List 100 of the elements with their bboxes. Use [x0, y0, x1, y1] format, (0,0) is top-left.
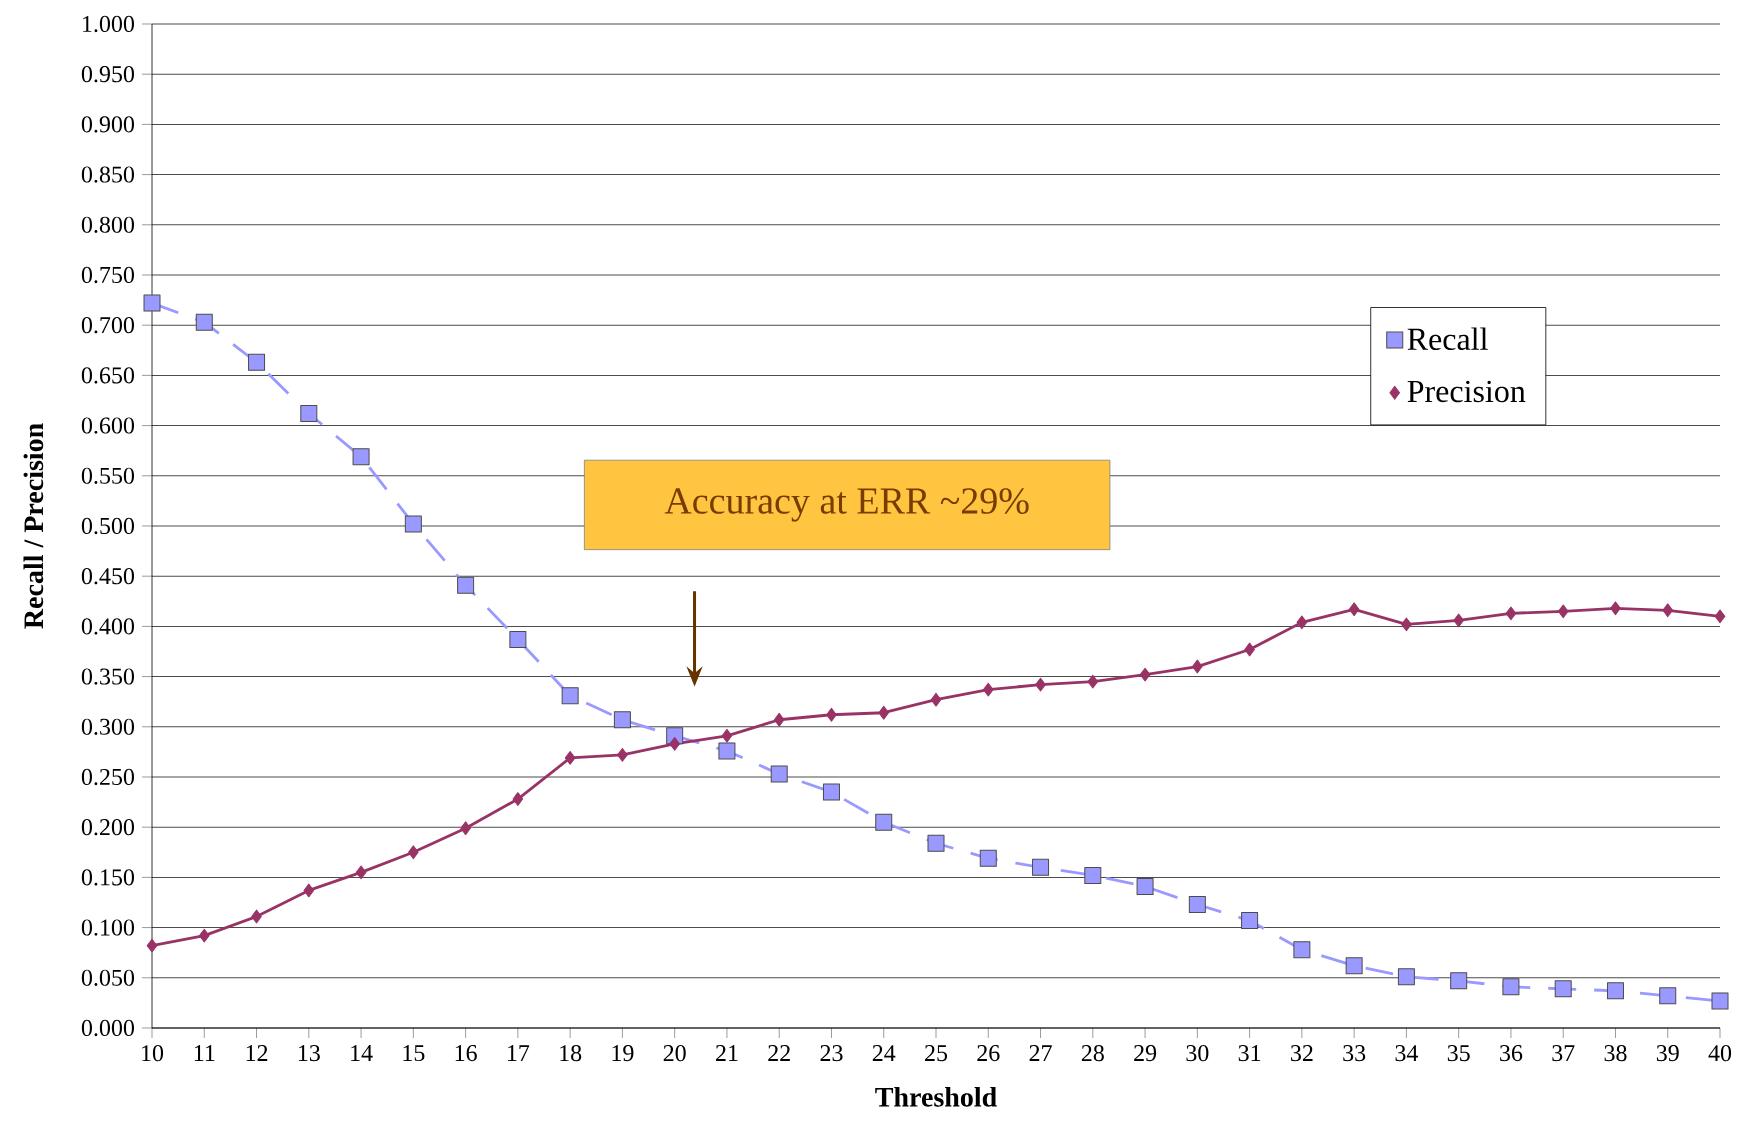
point — [561, 687, 579, 705]
legend-label: Precision — [1407, 380, 1526, 403]
y-tick-label: 0.000 — [81, 1019, 135, 1037]
x-tick-label: 26 — [977, 1045, 1000, 1062]
point — [613, 711, 631, 729]
point — [878, 705, 890, 720]
point — [1296, 615, 1308, 630]
y-tick-label: 0.400 — [81, 618, 135, 635]
y-tick-label: 0.050 — [81, 969, 135, 986]
point — [930, 692, 942, 707]
y-tick-label: 1.000 — [83, 15, 135, 33]
y-tick-label: 0.250 — [81, 768, 135, 786]
y-tick-label: 0.100 — [81, 919, 135, 936]
point — [773, 712, 785, 727]
point — [146, 938, 158, 953]
y-axis-title: Recall / Precision — [23, 423, 44, 629]
x-tick-label: 21 — [716, 1045, 738, 1061]
point — [1606, 982, 1624, 1000]
y-tick-label: 0.700 — [81, 317, 135, 334]
legend-label: Recall — [1407, 327, 1488, 351]
y-tick-label: 0.750 — [81, 266, 135, 284]
x-tick-label: 28 — [1081, 1045, 1104, 1062]
point — [509, 630, 527, 648]
x-tick-label: 29 — [1134, 1045, 1157, 1062]
point — [1502, 978, 1520, 996]
point — [1345, 957, 1363, 975]
point — [143, 294, 161, 312]
point — [982, 682, 994, 697]
point — [248, 353, 266, 371]
x-axis-title: Threshold — [875, 1086, 997, 1107]
y-tick-label: 0.450 — [81, 568, 135, 585]
point — [1453, 613, 1464, 628]
point — [1659, 987, 1677, 1005]
point — [512, 792, 524, 806]
point — [1035, 677, 1046, 692]
point — [1139, 667, 1151, 682]
point — [408, 845, 419, 860]
point — [1610, 601, 1621, 616]
point — [927, 834, 945, 852]
x-tick-label: 31 — [1238, 1045, 1261, 1062]
point — [822, 783, 840, 801]
x-tick-label: 34 — [1395, 1045, 1419, 1062]
point — [195, 313, 213, 331]
x-tick-label: 32 — [1291, 1045, 1313, 1062]
point — [1662, 603, 1674, 618]
point — [1032, 858, 1050, 876]
x-tick-label: 11 — [194, 1045, 215, 1061]
point — [404, 515, 422, 533]
point — [460, 821, 471, 836]
point — [1554, 980, 1572, 998]
point — [303, 883, 315, 898]
point — [1084, 866, 1102, 884]
point — [1244, 642, 1255, 657]
y-tick-label: 0.200 — [81, 819, 135, 836]
x-tick-label: 23 — [820, 1045, 843, 1062]
x-tick-label: 15 — [403, 1045, 425, 1062]
x-tick-label: 30 — [1186, 1045, 1209, 1062]
point — [1450, 972, 1468, 990]
y-tick-label: 0.950 — [81, 66, 135, 83]
x-tick-label: 36 — [1500, 1045, 1523, 1062]
y-tick-label: 0.650 — [81, 367, 135, 384]
x-tick-label: 19 — [612, 1045, 634, 1062]
x-tick-label: 12 — [246, 1045, 268, 1061]
annotation: Accuracy at ERR ~29% — [664, 488, 1029, 522]
x-tick-label: 33 — [1343, 1045, 1366, 1062]
y-tick-label: 0.500 — [81, 517, 135, 535]
point — [1714, 609, 1726, 624]
y-tick-label: 0.900 — [81, 116, 135, 133]
x-tick-label: 35 — [1447, 1045, 1470, 1062]
x-tick-label: 17 — [507, 1045, 530, 1061]
y-tick-label: 0.600 — [81, 417, 135, 434]
point — [1136, 877, 1154, 895]
point — [1711, 992, 1729, 1010]
point — [198, 928, 210, 943]
point — [1401, 617, 1412, 632]
point — [564, 751, 576, 765]
x-tick-label: 38 — [1604, 1045, 1627, 1062]
point — [1188, 896, 1206, 913]
point — [251, 909, 262, 924]
y-tick-label: 0.550 — [81, 467, 135, 484]
point — [718, 742, 736, 760]
point — [875, 813, 893, 831]
point — [669, 736, 680, 751]
x-tick-label: 37 — [1552, 1045, 1575, 1062]
x-tick-label: 13 — [298, 1045, 320, 1062]
x-tick-label: 22 — [768, 1045, 790, 1061]
point — [826, 707, 837, 722]
y-tick-label: 0.350 — [81, 668, 135, 685]
point — [457, 576, 475, 594]
x-tick-label: 20 — [663, 1045, 686, 1062]
x-tick-label: 16 — [455, 1045, 477, 1062]
point — [300, 405, 318, 423]
x-tick-label: 24 — [872, 1045, 896, 1061]
x-tick-label: 10 — [142, 1045, 164, 1062]
point — [1241, 912, 1259, 930]
point — [1348, 602, 1360, 617]
point — [770, 765, 788, 783]
point — [1087, 674, 1099, 689]
point — [1505, 606, 1517, 621]
point — [1557, 604, 1569, 619]
